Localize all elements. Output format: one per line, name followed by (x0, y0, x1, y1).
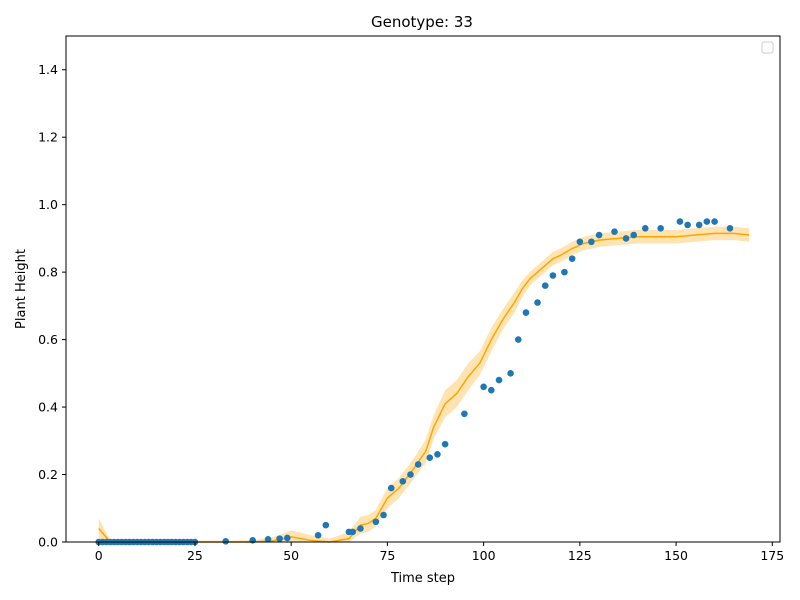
data-point (414, 461, 422, 468)
data-point (703, 218, 711, 225)
x-tick-label: 0 (95, 548, 103, 563)
data-point (349, 528, 357, 536)
data-point (426, 454, 434, 461)
data-point (387, 484, 395, 492)
y-tick-label: 0.6 (38, 332, 58, 347)
y-tick-label: 0.4 (38, 400, 58, 415)
data-point (695, 221, 703, 229)
scatter-points (95, 218, 734, 546)
data-point (488, 386, 495, 394)
data-point (222, 538, 230, 545)
data-point (676, 218, 684, 225)
data-point (549, 272, 557, 279)
y-tick-label: 0.2 (38, 467, 58, 482)
y-tick-label: 0.0 (38, 535, 58, 550)
data-point (568, 255, 576, 262)
data-point (522, 309, 530, 316)
data-point (561, 268, 568, 276)
chart-title: Genotype: 33 (371, 13, 473, 31)
data-point (399, 477, 407, 485)
y-tick-label: 1.2 (38, 130, 58, 145)
x-axis: 0 25 50 75 100 125 150 175 (95, 542, 784, 563)
data-point (434, 450, 441, 458)
data-point (264, 536, 272, 543)
x-tick-label: 50 (283, 548, 299, 563)
data-point (284, 534, 291, 542)
data-point (622, 235, 630, 242)
data-point (495, 376, 503, 384)
data-point (588, 238, 595, 246)
y-tick-label: 1.4 (38, 62, 58, 77)
y-axis: 0.0 0.2 0.4 0.6 0.8 1.0 1.2 1.4 (38, 62, 66, 550)
band-area (98, 226, 750, 542)
data-point (441, 440, 449, 448)
x-tick-label: 175 (760, 548, 784, 563)
x-tick-label: 25 (187, 548, 203, 563)
data-point (611, 228, 618, 235)
data-point (407, 471, 414, 478)
data-point (541, 282, 549, 289)
x-tick-label: 100 (472, 548, 496, 563)
mean-line (98, 232, 750, 543)
x-tick-label: 150 (664, 548, 688, 563)
data-point (576, 238, 584, 246)
plot-frame (65, 35, 781, 543)
data-point (380, 511, 387, 519)
confidence-band (98, 226, 750, 542)
legend-box (761, 41, 774, 54)
y-tick-label: 0.8 (38, 265, 58, 280)
data-point (461, 410, 468, 418)
data-point (322, 521, 330, 529)
data-point (711, 218, 718, 225)
data-point (726, 224, 734, 232)
data-point (480, 383, 487, 391)
x-tick-label: 75 (379, 548, 395, 563)
data-point (357, 525, 364, 532)
data-point (249, 537, 256, 544)
data-point (314, 531, 322, 539)
data-point (514, 336, 522, 343)
data-point (507, 370, 514, 377)
data-point (657, 224, 664, 232)
y-tick-label: 1.0 (38, 197, 58, 212)
x-axis-label: Time step (390, 571, 455, 586)
data-point (684, 221, 691, 229)
y-axis-label: Plant Height (14, 249, 29, 329)
data-point (534, 299, 541, 306)
x-tick-label: 125 (568, 548, 592, 563)
data-point (595, 231, 603, 239)
data-point (372, 518, 380, 526)
data-point (630, 231, 638, 239)
series-line (98, 232, 750, 543)
data-point (276, 535, 283, 542)
data-point (641, 224, 649, 232)
